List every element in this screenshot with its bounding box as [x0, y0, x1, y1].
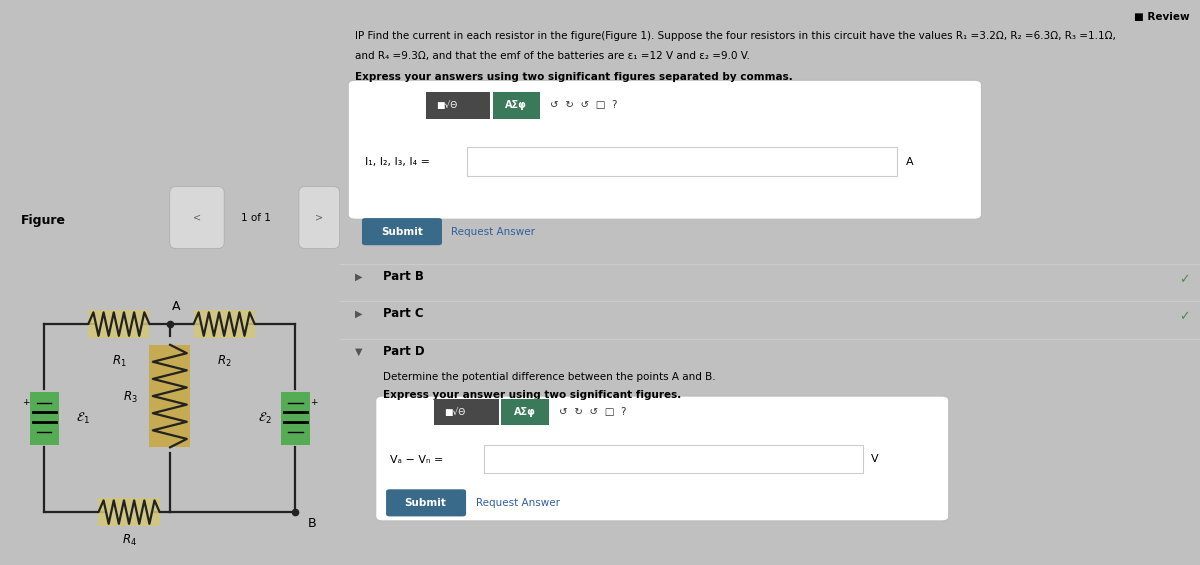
- Text: A: A: [906, 157, 913, 167]
- Text: Determine the potential difference between the points A and B.: Determine the potential difference betwe…: [383, 372, 715, 382]
- Text: ▶: ▶: [355, 272, 362, 282]
- FancyBboxPatch shape: [376, 396, 949, 521]
- Text: >: >: [316, 212, 323, 223]
- FancyBboxPatch shape: [502, 399, 548, 425]
- FancyBboxPatch shape: [434, 399, 499, 425]
- FancyBboxPatch shape: [467, 147, 898, 176]
- FancyBboxPatch shape: [98, 498, 160, 526]
- FancyBboxPatch shape: [30, 392, 59, 445]
- Text: <: <: [193, 212, 202, 223]
- Text: Express your answer using two significant figures.: Express your answer using two significan…: [383, 390, 680, 400]
- Text: +: +: [310, 398, 317, 407]
- Text: Figure: Figure: [20, 214, 65, 227]
- Text: Vₐ − Vₙ =: Vₐ − Vₙ =: [390, 455, 443, 466]
- Text: ▼: ▼: [355, 346, 362, 357]
- Text: ✓: ✓: [1180, 273, 1189, 286]
- Text: Part D: Part D: [383, 345, 425, 358]
- Text: ↺  ↻  ↺  □  ?: ↺ ↻ ↺ □ ?: [559, 407, 626, 418]
- Text: $\mathcal{E}_1$: $\mathcal{E}_1$: [77, 411, 90, 425]
- Text: Part B: Part B: [383, 270, 424, 284]
- FancyBboxPatch shape: [193, 310, 254, 338]
- Text: $R_1$: $R_1$: [112, 354, 126, 368]
- FancyBboxPatch shape: [348, 80, 982, 219]
- Text: $\mathcal{E}_2$: $\mathcal{E}_2$: [258, 411, 271, 425]
- Text: +: +: [23, 398, 30, 407]
- Text: A: A: [173, 300, 181, 313]
- FancyBboxPatch shape: [150, 345, 190, 447]
- Text: B: B: [308, 518, 317, 531]
- Text: IP Find the current in each resistor in the figure(Figure 1). Suppose the four r: IP Find the current in each resistor in …: [355, 31, 1116, 41]
- Text: AΣφ: AΣφ: [514, 407, 535, 418]
- FancyBboxPatch shape: [281, 392, 310, 445]
- Text: and R₄ =9.3Ω, and that the emf of the batteries are ε₁ =12 V and ε₂ =9.0 V.: and R₄ =9.3Ω, and that the emf of the ba…: [355, 51, 750, 61]
- FancyBboxPatch shape: [299, 186, 340, 249]
- Text: Express your answers using two significant figures separated by commas.: Express your answers using two significa…: [355, 72, 793, 82]
- Text: ✓: ✓: [1180, 310, 1189, 323]
- Text: I₁, I₂, I₃, I₄ =: I₁, I₂, I₃, I₄ =: [366, 157, 431, 167]
- FancyBboxPatch shape: [362, 218, 442, 245]
- Text: ■ Review: ■ Review: [1134, 12, 1189, 23]
- Text: ■√Θ: ■√Θ: [436, 101, 457, 110]
- Text: AΣφ: AΣφ: [505, 100, 527, 110]
- FancyBboxPatch shape: [170, 186, 224, 249]
- FancyBboxPatch shape: [493, 92, 540, 119]
- Text: $R_3$: $R_3$: [122, 390, 138, 405]
- Text: V: V: [871, 454, 878, 464]
- Text: ↺  ↻  ↺  □  ?: ↺ ↻ ↺ □ ?: [551, 100, 618, 110]
- FancyBboxPatch shape: [484, 445, 863, 473]
- Text: ■√Θ: ■√Θ: [444, 408, 466, 417]
- FancyBboxPatch shape: [89, 310, 150, 338]
- Text: Request Answer: Request Answer: [451, 227, 535, 237]
- Text: ▶: ▶: [355, 308, 362, 319]
- Text: Request Answer: Request Answer: [475, 498, 559, 508]
- Text: Part C: Part C: [383, 307, 424, 320]
- Text: Submit: Submit: [404, 498, 446, 508]
- FancyBboxPatch shape: [426, 92, 490, 119]
- FancyBboxPatch shape: [386, 489, 466, 516]
- Text: 1 of 1: 1 of 1: [241, 212, 271, 223]
- Text: $R_4$: $R_4$: [121, 533, 137, 548]
- Text: Submit: Submit: [382, 227, 422, 237]
- Text: $R_2$: $R_2$: [217, 354, 232, 368]
